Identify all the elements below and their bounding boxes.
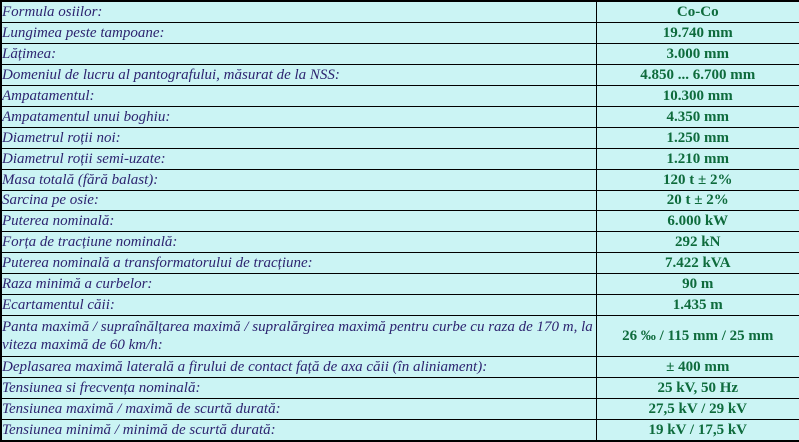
table-row: Panta maximă / supraînălțarea maximă / s… xyxy=(0,315,799,357)
spec-value: 4.350 mm xyxy=(595,105,799,128)
spec-value: 25 kV, 50 Hz xyxy=(595,376,799,399)
spec-label: Raza minimă a curbelor: xyxy=(0,273,597,296)
spec-value: 7.422 kVA xyxy=(595,252,799,275)
spec-label: Diametrul roții semi-uzate: xyxy=(0,147,597,170)
spec-value: ± 400 mm xyxy=(595,355,799,378)
spec-label: Deplasarea maximă laterală a firului de … xyxy=(0,355,597,378)
spec-value: Co-Co xyxy=(595,0,799,23)
spec-value: 20 t ± 2% xyxy=(595,189,799,212)
spec-value: 10.300 mm xyxy=(595,84,799,107)
table-row: Diametrul roții noi: 1.250 mm xyxy=(0,126,799,149)
table-row: Forța de tracțiune nominală: 292 kN xyxy=(0,231,799,254)
spec-value: 292 kN xyxy=(595,231,799,254)
spec-value: 26 ‰ / 115 mm / 25 mm xyxy=(595,315,799,357)
spec-label: Ampatamentul: xyxy=(0,84,597,107)
spec-value: 1.435 m xyxy=(595,294,799,317)
spec-label: Forța de tracțiune nominală: xyxy=(0,231,597,254)
spec-value: 3.000 mm xyxy=(595,42,799,65)
spec-label: Ecartamentul căii: xyxy=(0,294,597,317)
spec-label: Puterea nominală a transformatorului de … xyxy=(0,252,597,275)
spec-label: Tensiunea minimă / minimă de scurtă dura… xyxy=(0,418,597,442)
spec-label: Ampatamentul unui boghiu: xyxy=(0,105,597,128)
table-row: Puterea nominală: 6.000 kW xyxy=(0,210,799,233)
spec-value: 6.000 kW xyxy=(595,210,799,233)
table-row: Domeniul de lucru al pantografului, măsu… xyxy=(0,63,799,86)
table-row: Diametrul roții semi-uzate: 1.210 mm xyxy=(0,147,799,170)
table-row: Tensiunea si frecvența nominală: 25 kV, … xyxy=(0,376,799,399)
table-row: Lungimea peste tampoane: 19.740 mm xyxy=(0,22,799,44)
table-row: Ecartamentul căii: 1.435 m xyxy=(0,294,799,317)
spec-label: Lungimea peste tampoane: xyxy=(0,22,597,44)
table-row: Tensiunea minimă / minimă de scurtă dura… xyxy=(0,418,799,442)
spec-label: Formula osiilor: xyxy=(0,0,597,23)
spec-label: Panta maximă / supraînălțarea maximă / s… xyxy=(0,315,597,357)
table-row: Masa totală (fără balast): 120 t ± 2% xyxy=(0,168,799,191)
spec-value: 1.250 mm xyxy=(595,126,799,149)
spec-label: Tensiunea si frecvența nominală: xyxy=(0,376,597,399)
table-row: Raza minimă a curbelor: 90 m xyxy=(0,273,799,296)
spec-label: Masa totală (fără balast): xyxy=(0,168,597,191)
table-row: Puterea nominală a transformatorului de … xyxy=(0,252,799,275)
table-row: Sarcina pe osie: 20 t ± 2% xyxy=(0,189,799,212)
spec-label: Domeniul de lucru al pantografului, măsu… xyxy=(0,63,597,86)
table-row: Ampatamentul unui boghiu: 4.350 mm xyxy=(0,105,799,128)
spec-value: 1.210 mm xyxy=(595,147,799,170)
table-row: Lățimea: 3.000 mm xyxy=(0,42,799,65)
spec-value: 19 kV / 17,5 kV xyxy=(595,418,799,442)
spec-value: 90 m xyxy=(595,273,799,296)
table-row: Formula osiilor: Co-Co xyxy=(0,0,799,23)
spec-value: 19.740 mm xyxy=(595,22,799,44)
spec-label: Sarcina pe osie: xyxy=(0,189,597,212)
spec-label: Puterea nominală: xyxy=(0,210,597,233)
spec-label: Diametrul roții noi: xyxy=(0,126,597,149)
table-row: Deplasarea maximă laterală a firului de … xyxy=(0,355,799,378)
spec-label: Tensiunea maximă / maximă de scurtă dura… xyxy=(0,397,597,420)
table-row: Tensiunea maximă / maximă de scurtă dura… xyxy=(0,397,799,420)
spec-value: 120 t ± 2% xyxy=(595,168,799,191)
spec-label: Lățimea: xyxy=(0,42,597,65)
spec-value: 27,5 kV / 29 kV xyxy=(595,397,799,420)
spec-value: 4.850 ... 6.700 mm xyxy=(595,63,799,86)
table-row: Ampatamentul: 10.300 mm xyxy=(0,84,799,107)
